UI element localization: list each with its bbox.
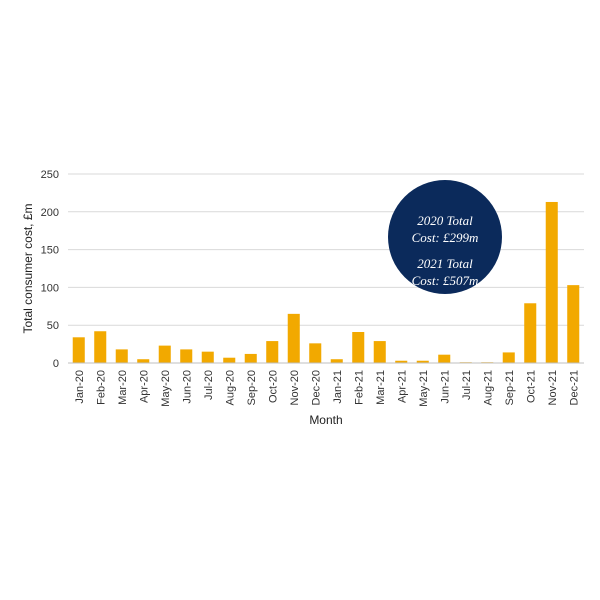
x-tick-label: May-21 bbox=[418, 370, 430, 407]
x-tick-label: Aug-20 bbox=[224, 370, 236, 405]
bar-jun-20 bbox=[180, 349, 193, 363]
y-tick-label: 150 bbox=[41, 245, 59, 257]
x-tick-label: Oct-21 bbox=[525, 370, 537, 403]
y-tick-label: 50 bbox=[47, 320, 59, 332]
x-tick-label: Apr-20 bbox=[138, 370, 150, 403]
x-tick-label: Feb-21 bbox=[353, 370, 365, 405]
x-tick-label: Jun-20 bbox=[181, 370, 193, 404]
x-tick-label: Jun-21 bbox=[439, 370, 451, 404]
callout-2021-value: Cost: £507m bbox=[412, 273, 479, 288]
bar-oct-20 bbox=[266, 341, 279, 363]
bar-sep-21 bbox=[502, 352, 515, 363]
bar-jun-21 bbox=[438, 354, 451, 363]
bar-nov-20 bbox=[287, 313, 300, 363]
x-axis-ticks: Jan-20 Feb-20 Mar-20 Apr-20 May-20 Jun-20 Jul-… bbox=[74, 370, 581, 407]
x-axis-title: Month bbox=[309, 413, 342, 427]
y-tick-label: 0 bbox=[53, 358, 59, 370]
bar-may-20 bbox=[158, 345, 171, 363]
x-tick-label: Dec-20 bbox=[310, 370, 322, 405]
x-tick-label: Sep-21 bbox=[504, 370, 516, 405]
callout-2020-label: 2020 Total bbox=[417, 213, 473, 228]
total-cost-callout: 2020 Total Cost: £299m 2021 Total Cost: … bbox=[388, 180, 502, 294]
bar-nov-21 bbox=[545, 201, 558, 363]
bar-mar-21 bbox=[373, 341, 386, 363]
x-tick-label: Mar-20 bbox=[117, 370, 129, 405]
x-tick-label: Oct-20 bbox=[267, 370, 279, 403]
bars bbox=[72, 201, 580, 363]
bar-jul-20 bbox=[201, 351, 214, 363]
y-tick-label: 100 bbox=[41, 282, 59, 294]
x-tick-label: Nov-21 bbox=[547, 370, 559, 405]
callout-2020-value: Cost: £299m bbox=[412, 230, 479, 245]
bar-sep-20 bbox=[244, 353, 257, 363]
bar-jan-21 bbox=[330, 359, 343, 363]
x-tick-label: May-20 bbox=[160, 370, 172, 407]
callout-circle bbox=[388, 180, 502, 294]
y-axis-ticks: 0 50 100 150 200 250 bbox=[41, 169, 59, 370]
x-tick-label: Sep-20 bbox=[246, 370, 258, 405]
x-tick-label: Aug-21 bbox=[482, 370, 494, 405]
x-tick-label: Jan-20 bbox=[74, 370, 86, 404]
x-tick-label: Mar-21 bbox=[375, 370, 387, 405]
x-tick-label: Jul-20 bbox=[203, 370, 215, 400]
y-tick-label: 200 bbox=[41, 207, 59, 219]
callout-2021-label: 2021 Total bbox=[417, 256, 473, 271]
bar-dec-21 bbox=[567, 285, 580, 363]
bar-feb-20 bbox=[94, 331, 107, 363]
bar-feb-21 bbox=[352, 332, 365, 363]
bar-oct-21 bbox=[524, 303, 537, 363]
bar-apr-20 bbox=[137, 359, 150, 363]
x-tick-label: Apr-21 bbox=[396, 370, 408, 403]
bar-jan-20 bbox=[72, 337, 85, 363]
bar-may-21 bbox=[416, 360, 429, 363]
bar-mar-20 bbox=[115, 349, 128, 363]
x-tick-label: Nov-20 bbox=[289, 370, 301, 405]
y-axis-title: Total consumer cost, £m bbox=[21, 203, 35, 333]
bar-dec-20 bbox=[309, 343, 322, 363]
bar-aug-20 bbox=[223, 357, 236, 363]
x-tick-label: Jul-21 bbox=[461, 370, 473, 400]
x-tick-label: Jan-21 bbox=[332, 370, 344, 404]
x-tick-label: Dec-21 bbox=[568, 370, 580, 405]
x-tick-label: Feb-20 bbox=[95, 370, 107, 405]
y-tick-label: 250 bbox=[41, 169, 59, 181]
bar-apr-21 bbox=[395, 360, 408, 363]
gridlines bbox=[68, 173, 584, 326]
